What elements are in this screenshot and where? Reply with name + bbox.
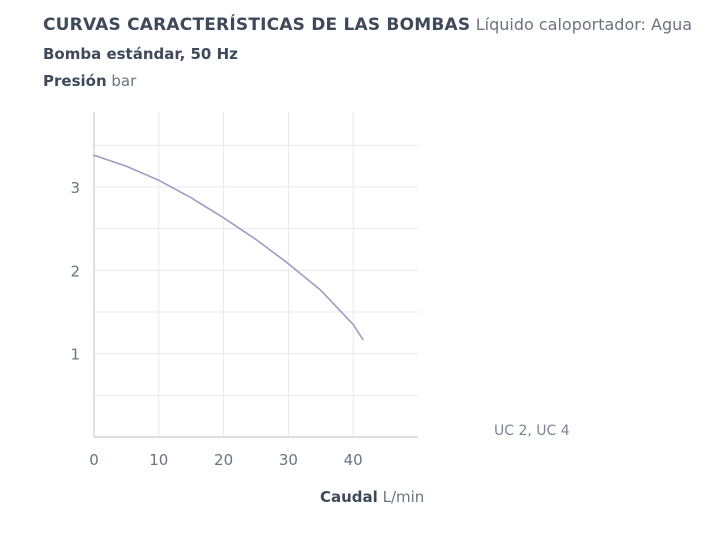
x-axis-label: Caudal L/min xyxy=(320,488,424,506)
y-tick-label: 3 xyxy=(70,179,80,197)
chart-subtitle: Bomba estándar, 50 Hz xyxy=(43,45,238,63)
title-main: CURVAS CARACTERÍSTICAS DE LAS BOMBAS xyxy=(43,15,471,35)
x-tick-label: 20 xyxy=(214,451,233,469)
x-tick-label: 40 xyxy=(344,451,363,469)
y-axis-label-unit: bar xyxy=(111,72,137,90)
chart-title: CURVAS CARACTERÍSTICAS DE LAS BOMBAS Líq… xyxy=(43,15,692,35)
x-tick-label: 30 xyxy=(279,451,298,469)
series-label: UC 2, UC 4 xyxy=(494,423,570,439)
x-tick-label: 10 xyxy=(149,451,168,469)
title-note: Líquido caloportador: Agua xyxy=(475,15,693,34)
x-axis-label-name: Caudal xyxy=(320,488,378,506)
series-line xyxy=(93,154,364,341)
y-axis-label-name: Presión xyxy=(43,72,107,90)
y-tick-label: 1 xyxy=(70,346,80,364)
x-tick-label: 0 xyxy=(89,451,99,469)
x-axis-label-unit: L/min xyxy=(382,488,425,506)
y-tick-label: 2 xyxy=(70,262,80,280)
y-axis-label: Presión bar xyxy=(43,72,136,90)
